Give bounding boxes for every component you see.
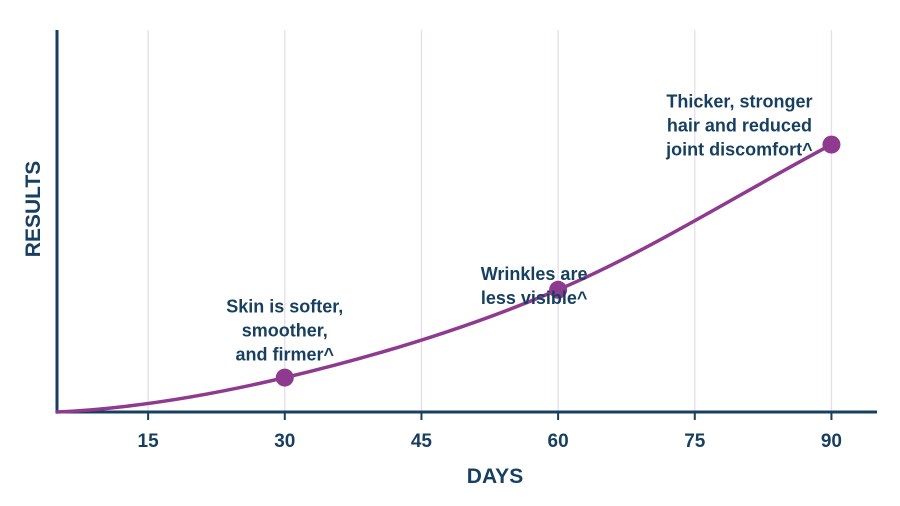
x-tick-label-30: 30 <box>274 431 295 452</box>
annotation-day-60-line-2: less visible^ <box>481 288 588 308</box>
x-tick-label-60: 60 <box>548 431 569 452</box>
annotation-day-60-line-1: Wrinkles are <box>481 264 588 284</box>
data-point-day-90 <box>822 135 841 154</box>
annotation-day-90-line-3: joint discomfort^ <box>665 140 813 160</box>
series-line-results-curve <box>55 142 834 414</box>
x-tick-label-75: 75 <box>684 431 706 452</box>
data-point-day-30 <box>275 368 294 387</box>
annotation-day-30-line-3: and firmer^ <box>236 345 335 365</box>
x-axis-title: DAYS <box>467 465 523 488</box>
x-tick-labels: 15 30 45 60 75 90 <box>138 412 842 452</box>
y-axis-title: RESULTS <box>22 161 45 257</box>
data-point-day-60 <box>549 280 568 299</box>
x-tick-label-15: 15 <box>138 431 160 452</box>
annotation-day-30-line-1: Skin is softer, <box>226 297 343 317</box>
x-tick-label-45: 45 <box>411 431 433 452</box>
annotation-day-30-line-2: smoother, <box>242 321 328 341</box>
annotation-day-90-line-2: hair and reduced <box>667 116 812 136</box>
annotations-layer: Skin is softer, smoother, and firmer^ Wrink… <box>226 92 813 365</box>
markers-layer <box>275 135 841 387</box>
annotation-day-90-line-1: Thicker, stronger <box>666 92 812 112</box>
x-tick-label-90: 90 <box>821 431 842 452</box>
